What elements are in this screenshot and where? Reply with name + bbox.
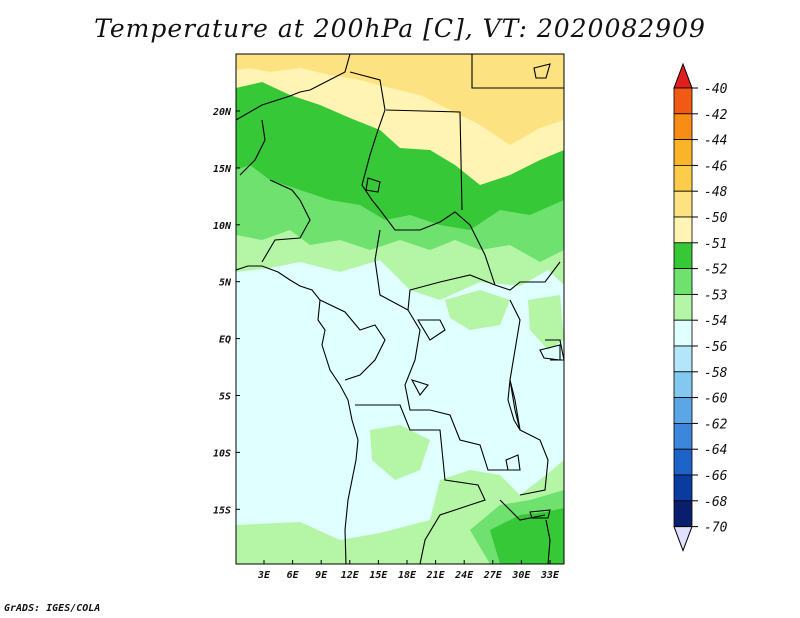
lake-outline	[533, 63, 551, 79]
legend-overflow-triangle	[673, 62, 693, 89]
border-line	[499, 499, 546, 521]
longitude-axis: 3E 6E 9E 12E 15E 18E 21E 24E 27E 30E 33E	[257, 560, 560, 581]
region-green-south	[490, 508, 564, 564]
lat-tick-label: 10N	[213, 221, 232, 232]
lake-outline	[417, 319, 446, 341]
lake-outline	[507, 379, 521, 431]
border-line	[494, 261, 561, 291]
legend-color-box	[673, 448, 693, 476]
border-line	[379, 209, 496, 286]
legend-value-label: -42	[704, 108, 728, 123]
legend-underflow-triangle	[673, 526, 693, 553]
legend-value-label: -53	[704, 288, 727, 303]
region-yellow	[236, 54, 564, 145]
legend-color-box	[673, 397, 693, 424]
legend-value-label: -52	[704, 263, 728, 278]
border-line	[236, 89, 311, 121]
lon-tick-label: 12E	[341, 570, 360, 581]
legend-value-label: -50	[704, 211, 728, 226]
lake-outline	[505, 454, 521, 471]
legend-color-box	[673, 216, 693, 244]
lake-outline	[365, 177, 381, 193]
border-line	[261, 179, 311, 263]
legend-color-box	[673, 190, 693, 218]
lon-tick-label: 3E	[257, 570, 271, 581]
lon-tick-label: 24E	[454, 570, 474, 581]
legend-color-box	[673, 139, 693, 166]
grads-credit: GrADS: IGES/COLA	[4, 603, 101, 614]
lake-outline	[410, 379, 429, 396]
legend-value-label: -51	[704, 237, 727, 252]
lat-tick-label: 5S	[219, 392, 231, 403]
border-line	[319, 299, 386, 381]
region-light-green-patch	[445, 290, 510, 330]
legend-color-box	[673, 113, 693, 141]
legend-value-label: -46	[704, 159, 728, 174]
lon-tick-label: 21E	[426, 570, 446, 581]
lon-tick-label: 27E	[483, 570, 503, 581]
region-light-green-patch	[370, 425, 430, 480]
lat-tick-label: 15N	[213, 164, 232, 175]
legend-color-box	[673, 422, 693, 450]
lon-tick-label: 18E	[398, 570, 417, 581]
border-line	[374, 229, 496, 311]
border-line	[404, 309, 510, 471]
lon-tick-label: 9E	[315, 570, 328, 581]
legend-value-label: -70	[704, 521, 728, 536]
legend-value-label: -48	[704, 185, 728, 200]
legend-value-label: -40	[704, 82, 728, 97]
legend-value-label: -56	[704, 340, 728, 355]
border-line	[349, 71, 386, 211]
legend-value-label: -58	[704, 366, 728, 381]
lat-tick-label: EQ	[219, 335, 231, 346]
border-line	[309, 54, 351, 91]
legend-value-label: -64	[704, 443, 727, 458]
legend-color-box	[673, 345, 693, 373]
lon-tick-label: 30E	[511, 570, 531, 581]
legend-value-label: -62	[704, 417, 728, 432]
legend-value-label: -54	[704, 314, 727, 329]
legend-color-box	[673, 164, 693, 192]
lon-tick-label: 33E	[540, 570, 560, 581]
border-line	[239, 119, 266, 176]
legend-value-label: -66	[704, 469, 728, 484]
coastline-west	[236, 265, 359, 564]
legend-color-box	[673, 242, 693, 270]
legend-color-box	[673, 87, 693, 115]
lat-tick-label: 15S	[213, 505, 231, 516]
island-outline	[529, 509, 551, 519]
map-frame	[235, 53, 565, 565]
lat-tick-label: 5N	[219, 278, 232, 289]
latitude-axis: 20N 15N 10N 5N EQ 5S 10S 15S	[212, 107, 240, 516]
border-line	[355, 404, 486, 564]
legend-value-label: -44	[704, 134, 727, 149]
legend-value-label: -68	[704, 495, 728, 510]
legend-color-box	[673, 319, 693, 347]
lon-tick-label: 6E	[287, 570, 300, 581]
legend-color-box	[673, 371, 693, 398]
map-title: Temperature at 200hPa [C], VT: 202008290…	[94, 14, 706, 43]
region-light-green-patch	[528, 295, 564, 350]
border-line	[509, 299, 549, 496]
legend-color-box	[673, 500, 693, 527]
lat-tick-label: 20N	[212, 107, 232, 118]
legend-color-box	[673, 474, 693, 502]
border-line	[385, 109, 463, 211]
lat-tick-label: 10S	[213, 448, 231, 459]
lake-outline	[539, 344, 561, 361]
legend-color-box	[673, 268, 693, 295]
border-line	[471, 54, 564, 89]
lon-tick-label: 15E	[369, 570, 388, 581]
legend-value-label: -60	[704, 392, 728, 407]
legend-color-box	[673, 293, 693, 321]
border-line	[545, 519, 551, 564]
